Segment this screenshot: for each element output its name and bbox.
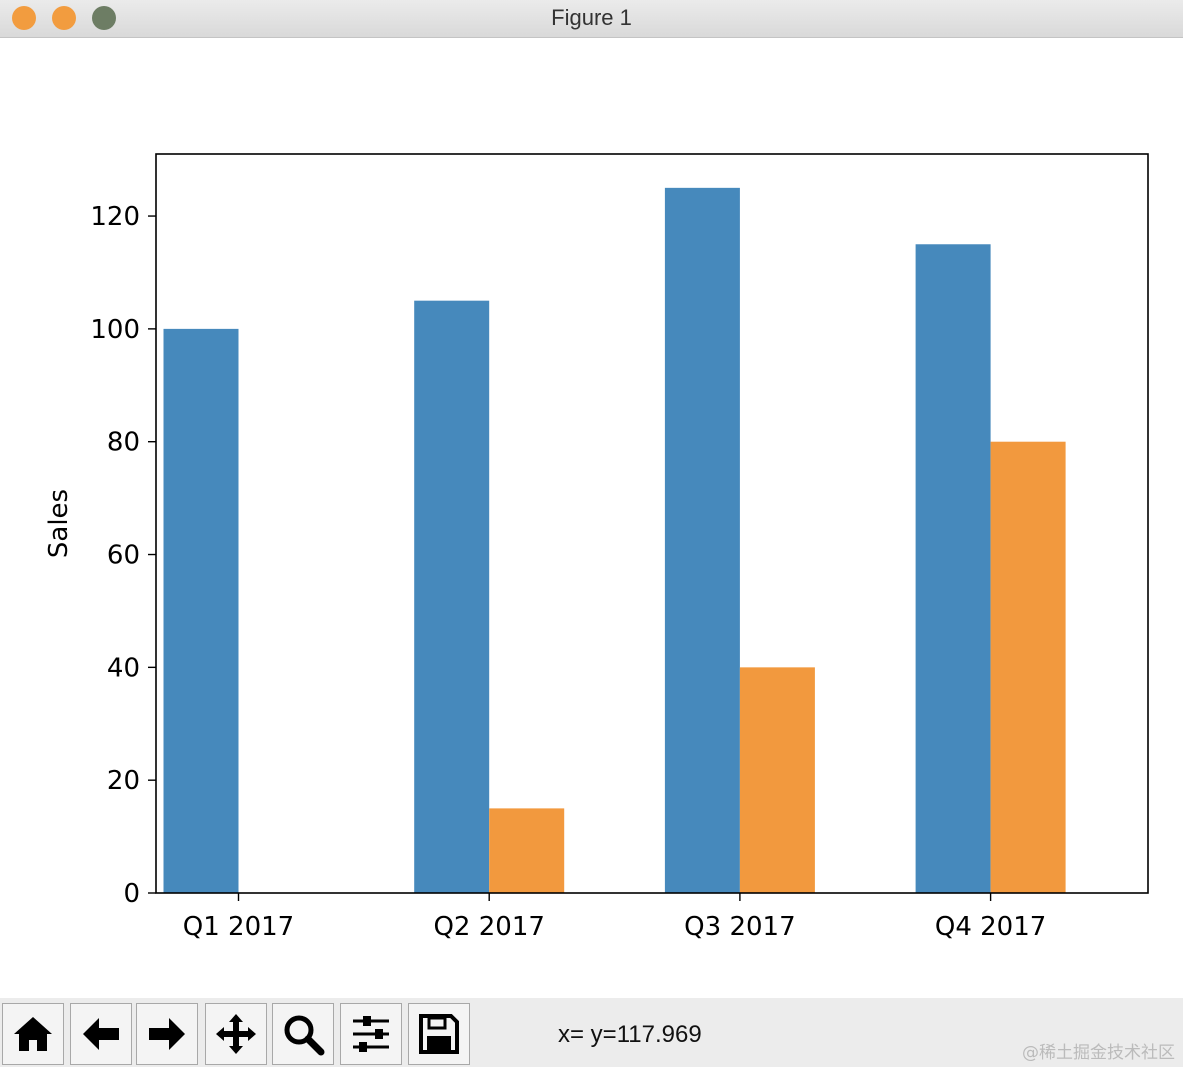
arrow-right-icon: [149, 1018, 185, 1050]
sliders-icon: [353, 1016, 389, 1052]
bar: [489, 808, 565, 893]
pan-button[interactable]: [205, 1003, 267, 1065]
save-button[interactable]: [408, 1003, 470, 1065]
x-tick-label: Q4 2017: [935, 912, 1046, 942]
plot-frame: [155, 153, 1149, 894]
magnifier-icon: [284, 1015, 325, 1056]
minimize-window-button[interactable]: [52, 6, 76, 30]
zoom-window-button[interactable]: [92, 6, 116, 30]
y-tick-label: 40: [107, 653, 140, 683]
back-button[interactable]: [70, 1003, 132, 1065]
window-title: Figure 1: [551, 5, 632, 30]
y-tick-label: 100: [90, 315, 140, 345]
home-icon: [14, 1017, 52, 1051]
cursor-coordinates: x= y=117.969: [558, 1021, 702, 1048]
bar: [739, 667, 815, 893]
forward-button[interactable]: [136, 1003, 198, 1065]
y-tick-label: 60: [107, 541, 140, 571]
move-icon: [216, 1014, 256, 1054]
bar: [664, 187, 740, 893]
x-tick-label: Q1 2017: [183, 912, 294, 942]
zoom-button[interactable]: [272, 1003, 334, 1065]
x-tick-label: Q2 2017: [433, 912, 544, 942]
title-bar: Figure 1: [0, 0, 1183, 38]
bar: [414, 300, 490, 893]
bar: [163, 328, 239, 893]
y-axis-label: Sales: [44, 489, 74, 558]
configure-subplots-button[interactable]: [340, 1003, 402, 1065]
y-tick-label: 120: [90, 202, 140, 232]
navigation-toolbar: [0, 998, 1183, 1067]
figure-canvas[interactable]: 0 20 40 60 80 100 120 Q1 2017 Q2 2017 Q3 2017 Q4 2…: [0, 38, 1183, 998]
arrow-left-icon: [83, 1018, 119, 1050]
bar: [915, 244, 991, 894]
x-tick-label: Q3 2017: [684, 912, 795, 942]
floppy-disk-icon: [419, 1014, 459, 1054]
bar: [990, 441, 1066, 893]
y-tick-label: 0: [123, 879, 140, 909]
y-tick-label: 80: [107, 428, 140, 458]
y-tick-label: 20: [107, 766, 140, 796]
close-window-button[interactable]: [12, 6, 36, 30]
home-button[interactable]: [2, 1003, 64, 1065]
watermark: @稀土掘金技术社区: [1022, 1043, 1175, 1063]
